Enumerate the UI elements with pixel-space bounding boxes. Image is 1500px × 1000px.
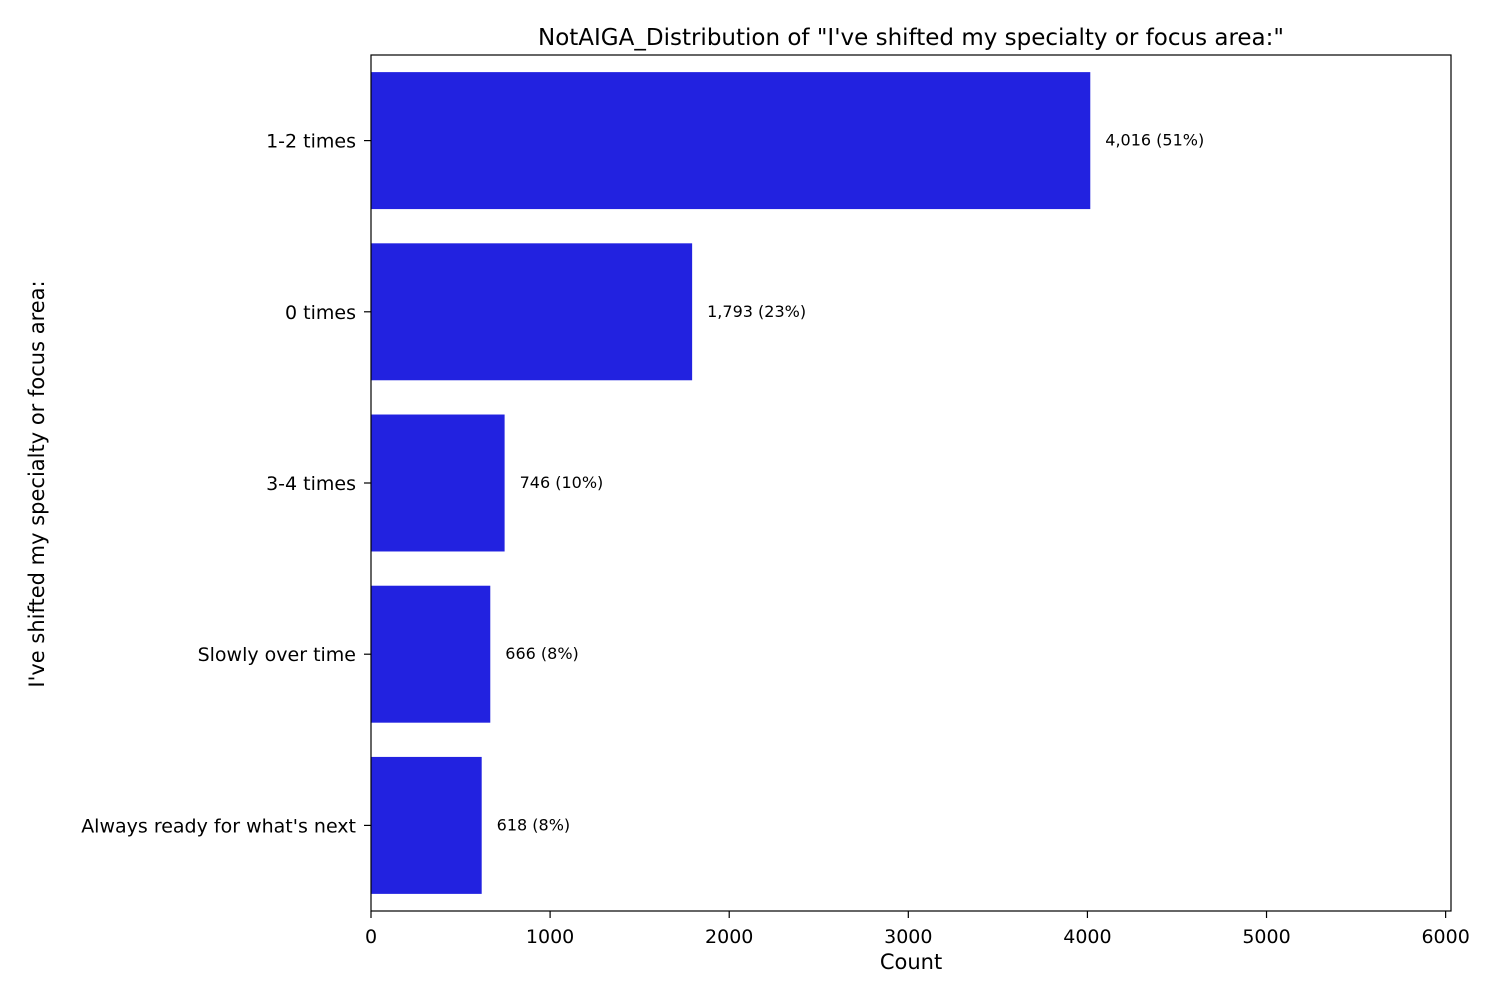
y-tick-label-3: Slowly over time	[198, 644, 356, 666]
y-tick-label-2: 3-4 times	[266, 473, 356, 495]
bar-2	[371, 414, 505, 552]
x-axis-label: Count	[880, 950, 942, 974]
y-tick-label-4: Always ready for what's next	[81, 815, 356, 837]
x-tick-label-5: 5000	[1242, 926, 1290, 948]
x-tick-label-0: 0	[365, 926, 377, 948]
x-tick-label-3: 3000	[884, 926, 932, 948]
plot-frame	[370, 54, 1452, 912]
y-tick-label-0: 1-2 times	[266, 131, 356, 153]
bar-4	[371, 756, 482, 894]
y-tick-label-1: 0 times	[285, 302, 356, 324]
data-labels-group: 4,016 (51%) 1,793 (23%) 746 (10%) 666 (8%) 6…	[497, 131, 1205, 835]
data-label-3: 666 (8%)	[505, 644, 579, 663]
y-axis-label: I've shifted my specialty or focus area:	[25, 280, 49, 687]
bar-0	[371, 72, 1091, 210]
bars-group	[371, 72, 1091, 894]
bar-3	[371, 585, 491, 723]
data-label-1: 1,793 (23%)	[707, 302, 806, 321]
chart-title: NotAIGA_Distribution of "I've shifted my…	[538, 25, 1284, 51]
data-label-0: 4,016 (51%)	[1105, 131, 1204, 150]
x-axis-ticks: 0 1000 2000 3000 4000 5000 6000	[365, 911, 1470, 948]
bar-1	[371, 243, 693, 381]
x-tick-label-1: 1000	[526, 926, 574, 948]
x-tick-label-4: 4000	[1063, 926, 1111, 948]
x-tick-label-6: 6000	[1421, 926, 1469, 948]
data-label-2: 746 (10%)	[520, 473, 604, 492]
y-axis-ticks: 1-2 times 0 times 3-4 times Slowly over tim…	[81, 131, 371, 837]
data-label-4: 618 (8%)	[497, 815, 570, 834]
x-tick-label-2: 2000	[705, 926, 753, 948]
